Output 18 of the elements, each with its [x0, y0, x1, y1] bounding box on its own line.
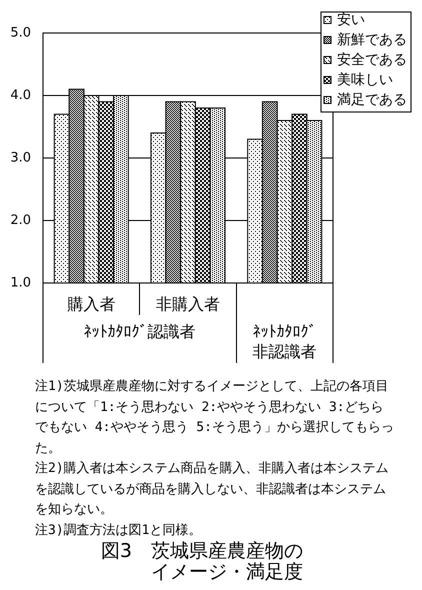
legend-label: 美味しい [337, 72, 393, 88]
x-tick-label: 購入者 [67, 294, 116, 314]
y-tick-label: 5.0 [10, 26, 31, 40]
legend-label: 新鮮である [337, 32, 407, 48]
text: 図3 茨城県産農産物のイメージ・満足度 [100, 540, 303, 583]
legend-label: 安全である [337, 52, 407, 68]
y-tick-label: 2.0 [10, 213, 31, 228]
y-tick-label: 3.0 [10, 150, 31, 166]
x-tick-label: 非購入者 [156, 294, 220, 314]
y-tick-label: 4.0 [10, 88, 31, 103]
legend-label: 満足である [337, 92, 407, 108]
text: ﾈｯﾄｶﾀﾛｸﾞ非認識者 [252, 322, 318, 362]
text: 注2)購入者は本システム商品を購入、非購入者は本システムを認識しているが商品を購入しない、非認識者は本システムを知らない。 [35, 460, 390, 519]
legend-label: 安い [337, 12, 365, 28]
text: 注1)茨城県産農産物に対するイメージとして、上記の各項目について「1:そう思わない 2:ややそう思わない 3:どちらでもない 4:ややそう思う 5:そう思う」から選択してもらった。 [35, 378, 395, 458]
text: ﾈｯﾄｶﾀﾛｸﾞ認識者 [82, 322, 197, 342]
text: 注3)調査方法は図1と同様。 [35, 522, 202, 540]
y-tick-label: 1.0 [10, 276, 31, 290]
